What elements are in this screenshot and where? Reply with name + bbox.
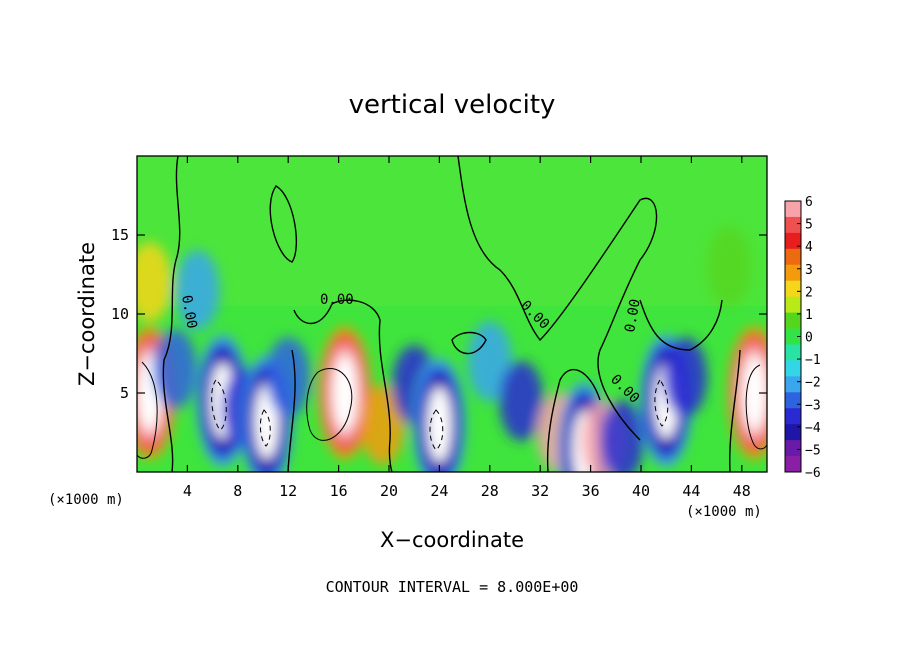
zero-contour-line bbox=[457, 156, 658, 441]
inner-contour bbox=[745, 364, 767, 450]
x-tick-label: 24 bbox=[430, 482, 448, 500]
colorbar-tick-label: 0 bbox=[805, 331, 813, 346]
upper-background bbox=[137, 156, 767, 306]
zero-contour-line bbox=[639, 299, 723, 351]
colorbar-swatch bbox=[785, 232, 801, 250]
zero-contour-line bbox=[546, 368, 601, 472]
x-tick-label: 48 bbox=[733, 482, 751, 500]
field-blob bbox=[137, 242, 172, 323]
colorbar-swatch bbox=[785, 216, 801, 234]
y-axis-label: Z−coordinate bbox=[75, 242, 99, 386]
x-tick-label: 12 bbox=[279, 482, 297, 500]
zero-contour-line bbox=[451, 331, 487, 355]
colorbar-tick-label: 5 bbox=[805, 218, 813, 233]
colorbar-swatch bbox=[785, 392, 801, 409]
colorbar-swatch bbox=[785, 424, 801, 441]
colorbar-tick-label: −3 bbox=[805, 398, 821, 413]
chart-title: vertical velocity bbox=[349, 90, 556, 120]
y-axis: 5 10 15 bbox=[111, 226, 767, 402]
colorbar: 6 5 4 3 2 1 0 −1 −2 −3 −4 −5 −6 bbox=[784, 195, 821, 481]
contour-label: 0.00 bbox=[320, 292, 354, 308]
negative-contour bbox=[259, 409, 271, 447]
x-unit-left: (×1000 m) bbox=[48, 492, 124, 508]
zero-contour-line bbox=[729, 349, 741, 472]
field-blob bbox=[360, 384, 405, 465]
colorbar-swatch bbox=[785, 280, 801, 298]
colorbar-tick-label: −6 bbox=[805, 466, 821, 481]
colorbar-swatch bbox=[785, 376, 801, 393]
velocity-field bbox=[137, 226, 767, 472]
colorbar-tick-label: 2 bbox=[805, 285, 813, 300]
contour-interval-note: CONTOUR INTERVAL = 8.000E+00 bbox=[326, 578, 579, 596]
colorbar-swatch bbox=[785, 201, 801, 218]
x-tick-label: 28 bbox=[481, 482, 499, 500]
colorbar-swatch bbox=[785, 344, 801, 361]
x-tick-label: 8 bbox=[233, 482, 242, 500]
colorbar-tick-label: −2 bbox=[805, 376, 821, 391]
x-tick-label: 20 bbox=[380, 482, 398, 500]
field-blob bbox=[600, 400, 645, 472]
field-blob bbox=[663, 337, 708, 418]
colorbar-tick-label: 1 bbox=[805, 308, 813, 323]
field-blob bbox=[152, 329, 197, 410]
contour-label: 0.00 bbox=[178, 294, 200, 330]
inner-contour bbox=[306, 367, 353, 441]
colorbar-swatch bbox=[785, 440, 801, 457]
plot-area: 0.00 0.00 0.00 0.00 0.00 bbox=[137, 156, 767, 472]
field-core bbox=[427, 386, 452, 463]
colorbar-swatch bbox=[785, 408, 801, 425]
negative-contour bbox=[654, 379, 669, 427]
colorbar-swatch bbox=[785, 264, 801, 282]
colorbar-tick-label: −1 bbox=[805, 353, 821, 368]
field-blob bbox=[467, 321, 512, 402]
x-tick-label: 16 bbox=[330, 482, 348, 500]
zero-contours bbox=[137, 156, 767, 472]
contour-label: 0.00 bbox=[622, 298, 644, 334]
colorbar-swatch bbox=[785, 296, 801, 314]
colorbar-tick-label: 4 bbox=[805, 240, 813, 255]
colorbar-swatch bbox=[785, 248, 801, 266]
zero-contour-line bbox=[269, 185, 298, 263]
x-tick-label: 36 bbox=[582, 482, 600, 500]
zero-contour-line bbox=[293, 299, 393, 472]
colorbar-swatch bbox=[785, 312, 801, 330]
inner-contour bbox=[137, 361, 158, 459]
colorbar-swatch bbox=[785, 456, 801, 473]
x-tick-label: 40 bbox=[632, 482, 650, 500]
colorbar-swatch bbox=[785, 360, 801, 377]
y-tick-label: 10 bbox=[111, 305, 129, 323]
negative-contour bbox=[429, 409, 444, 451]
zero-contour-line bbox=[162, 156, 181, 472]
field-blob bbox=[499, 360, 544, 441]
zero-contour-line bbox=[287, 349, 296, 472]
x-tick-label: 4 bbox=[183, 482, 192, 500]
field-core bbox=[742, 355, 767, 431]
colorbar-tick-label: 3 bbox=[805, 263, 813, 278]
field-blob bbox=[266, 337, 311, 418]
x-unit-right: (×1000 m) bbox=[686, 504, 762, 520]
colorbar-tick-label: −5 bbox=[805, 443, 821, 458]
x-axis: 4 8 12 16 20 24 28 32 36 40 44 48 bbox=[183, 156, 751, 500]
x-axis-label: X−coordinate bbox=[380, 528, 524, 552]
x-tick-label: 32 bbox=[531, 482, 549, 500]
x-tick-label: 44 bbox=[682, 482, 700, 500]
field-core bbox=[332, 355, 357, 431]
field-blob bbox=[707, 226, 752, 307]
y-tick-label: 15 bbox=[111, 226, 129, 244]
colorbar-tick-label: 6 bbox=[805, 195, 813, 210]
field-blob bbox=[175, 250, 220, 331]
colorbar-swatch bbox=[785, 328, 801, 345]
negative-contour bbox=[211, 379, 227, 431]
colorbar-tick-label: −4 bbox=[805, 421, 821, 436]
y-tick-label: 5 bbox=[120, 384, 129, 402]
